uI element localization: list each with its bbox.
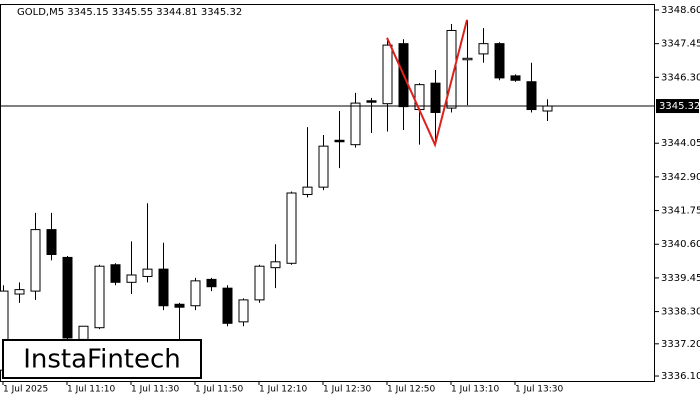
y-tick-label: 3348.60 (661, 5, 700, 16)
candle-body (350, 102, 361, 146)
current-price-label: 3345.32 (659, 101, 700, 112)
y-tick-label: 3336.10 (661, 371, 700, 382)
candle-body (270, 261, 281, 269)
candle-body (110, 264, 121, 283)
candle-body (478, 43, 489, 55)
x-tick-label: 1 Jul 11:30 (131, 385, 180, 395)
y-tick-label: 3342.90 (661, 172, 700, 183)
y-tick-label: 3344.05 (661, 138, 700, 149)
x-tick-label: 1 Jul 12:10 (259, 385, 308, 395)
x-tick-label: 1 Jul 11:10 (67, 385, 116, 395)
candle-body (446, 29, 457, 109)
candle-body (318, 145, 329, 188)
chart-title: GOLD,M5 3345.15 3345.55 3344.81 3345.32 (17, 7, 242, 18)
candle-body (62, 256, 73, 339)
current-price-box (656, 99, 699, 114)
candle-body (430, 82, 441, 113)
x-tick-label: 1 Jul 2025 (3, 385, 48, 395)
y-tick-label: 3338.30 (661, 307, 700, 318)
candle-body (94, 265, 105, 329)
x-tick-label: 1 Jul 12:50 (387, 385, 436, 395)
x-tick-label: 1 Jul 13:10 (451, 385, 500, 395)
candle-body (190, 280, 201, 307)
candle-body (142, 268, 153, 277)
candle-body (126, 274, 137, 283)
candle-body (526, 81, 537, 111)
x-tick-label: 1 Jul 12:30 (323, 385, 372, 395)
candle-body (174, 303, 185, 308)
candle-body (462, 57, 473, 61)
candle-body (302, 186, 313, 195)
candle-body (494, 43, 505, 79)
candle-body (334, 139, 345, 143)
y-tick-label: 3340.60 (661, 239, 700, 250)
candle-body (222, 287, 233, 324)
y-tick-label: 3339.45 (661, 273, 700, 284)
candle-body (510, 75, 521, 81)
candle-body (14, 289, 25, 295)
candle-body (366, 100, 377, 103)
x-tick-label: 1 Jul 13:30 (515, 385, 564, 395)
logo-box (2, 339, 202, 379)
plot-frame (0, 4, 655, 382)
candle-body (78, 325, 89, 340)
candle-body (382, 44, 393, 105)
pattern-line (386, 19, 468, 148)
candle-body (238, 299, 249, 323)
y-tick-label: 3341.75 (661, 206, 700, 217)
x-tick-label: 1 Jul 11:50 (195, 385, 244, 395)
candle-body (158, 268, 169, 307)
y-tick-label: 3347.45 (661, 39, 700, 50)
candle-body (542, 105, 553, 112)
candle-body (206, 278, 217, 288)
y-tick-label: 3337.20 (661, 339, 700, 350)
logo: InstaFintech (23, 345, 181, 375)
y-tick-label: 3346.30 (661, 72, 700, 83)
candle-body (30, 229, 41, 292)
candle-body (254, 265, 265, 301)
candle-body (286, 192, 297, 264)
candle-body (46, 229, 57, 255)
